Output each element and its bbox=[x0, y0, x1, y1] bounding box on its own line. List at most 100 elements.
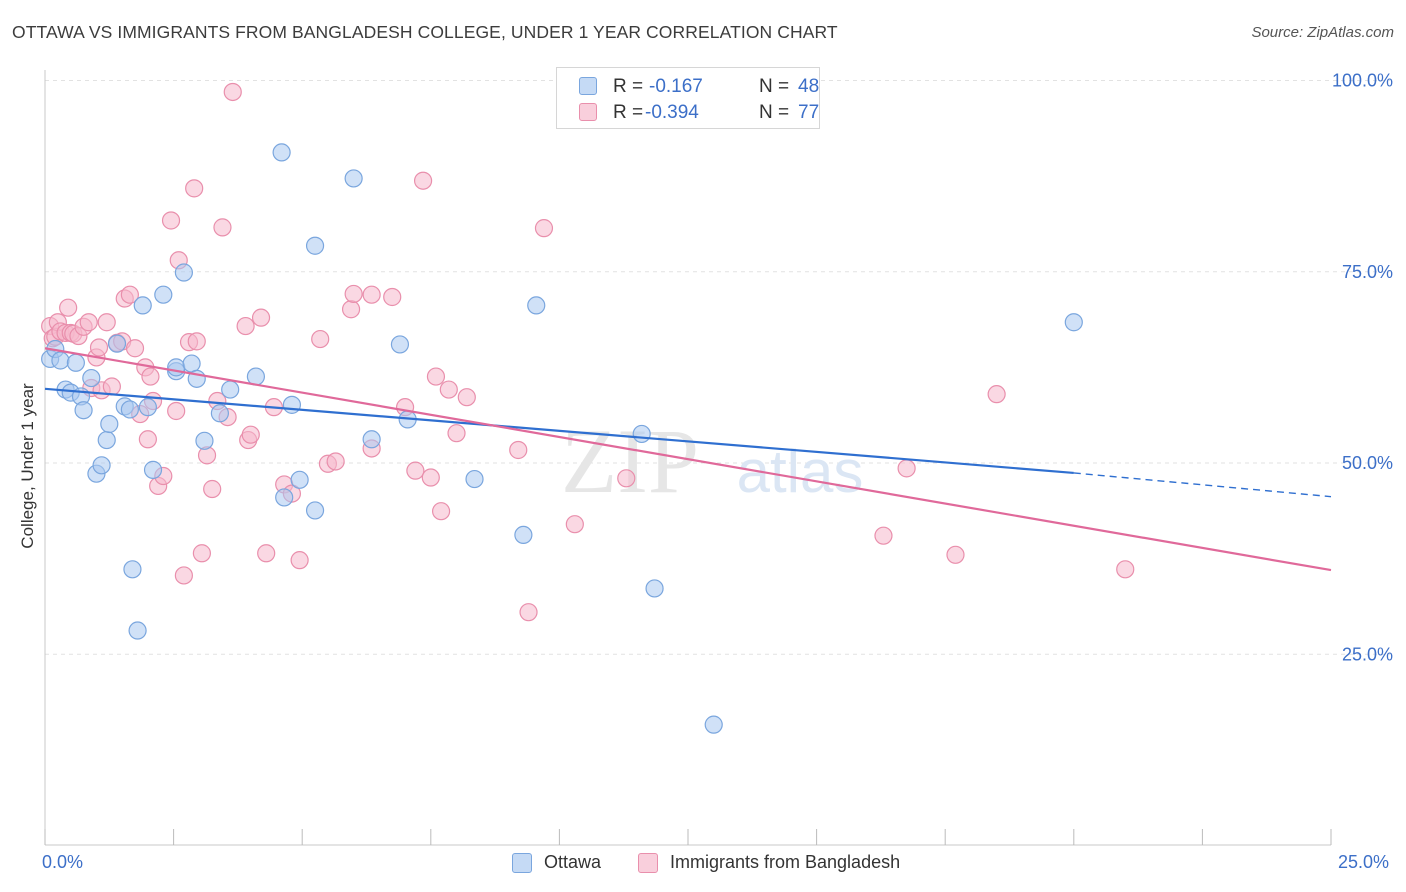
bangladesh-point bbox=[326, 452, 345, 471]
ottawa-point bbox=[182, 354, 201, 373]
ottawa-point bbox=[51, 351, 70, 370]
bangladesh-point bbox=[241, 425, 260, 444]
stats-legend: R = -0.167 N = 48 R = -0.394 N = 77 bbox=[556, 67, 820, 129]
ottawa-point bbox=[167, 358, 186, 377]
y-tick-label: 100.0% bbox=[1332, 71, 1393, 91]
n-label: N = bbox=[759, 76, 790, 97]
bangladesh-point bbox=[187, 332, 206, 351]
gridlines bbox=[45, 80, 1390, 655]
ottawa-point bbox=[138, 398, 157, 417]
trend-lines bbox=[44, 347, 1332, 572]
legend-label-bangladesh: Immigrants from Bangladesh bbox=[670, 852, 901, 872]
bangladesh-point bbox=[509, 440, 528, 460]
bangladesh-point bbox=[192, 544, 211, 563]
ottawa-legend-swatch bbox=[512, 853, 532, 873]
watermark-zip: ZIP bbox=[561, 410, 699, 512]
bangladesh-point bbox=[344, 284, 363, 304]
bangladesh-point bbox=[79, 313, 98, 332]
bangladesh-point bbox=[167, 401, 186, 421]
n-value: 48 bbox=[798, 76, 820, 97]
ottawa-point bbox=[1064, 313, 1083, 332]
y-tick-label: 25.0% bbox=[1342, 644, 1393, 664]
bangladesh-point bbox=[290, 551, 309, 570]
bangladesh-point bbox=[874, 526, 893, 545]
chart-title: OTTAWA VS IMMIGRANTS FROM BANGLADESH COL… bbox=[12, 22, 838, 42]
bangladesh-trend-line bbox=[44, 347, 1332, 572]
legend-label-ottawa: Ottawa bbox=[544, 852, 602, 872]
bangladesh-point bbox=[897, 459, 916, 478]
bangladesh-point bbox=[431, 502, 451, 521]
ottawa-point bbox=[527, 296, 546, 315]
ottawa-point bbox=[272, 143, 291, 162]
bangladesh-point bbox=[413, 171, 433, 190]
bangladesh-point bbox=[421, 468, 440, 487]
bangladesh-point bbox=[406, 461, 425, 480]
r-value: -0.394 bbox=[645, 102, 699, 123]
bangladesh-point bbox=[534, 219, 554, 238]
bangladesh-point bbox=[987, 385, 1006, 404]
bangladesh-point bbox=[97, 313, 116, 332]
ottawa-point bbox=[344, 169, 363, 188]
ottawa-point bbox=[174, 263, 193, 282]
ottawa-point bbox=[305, 236, 325, 255]
ottawa-point bbox=[275, 488, 294, 507]
ottawa-point bbox=[154, 285, 173, 304]
bangladesh-point bbox=[203, 479, 222, 499]
ottawa-point bbox=[66, 353, 85, 372]
ottawa-trend-extension bbox=[1073, 472, 1332, 498]
ottawa-point bbox=[305, 501, 325, 520]
y-axis-label: College, Under 1 year bbox=[18, 383, 37, 549]
bangladesh-point bbox=[1116, 560, 1135, 579]
ottawa-point bbox=[221, 380, 240, 399]
y-tick-label: 50.0% bbox=[1342, 453, 1393, 473]
source-credit: Source: ZipAtlas.com bbox=[1251, 24, 1394, 41]
ottawa-point bbox=[123, 560, 142, 579]
bangladesh-point bbox=[519, 603, 538, 622]
ottawa-point bbox=[82, 368, 101, 388]
x-tick-label-max: 25.0% bbox=[1338, 852, 1390, 872]
ottawa-point bbox=[282, 395, 302, 414]
bangladesh-point bbox=[236, 316, 255, 336]
ottawa-point bbox=[128, 621, 147, 640]
bangladesh-swatch bbox=[579, 103, 597, 121]
n-value: 77 bbox=[798, 102, 820, 123]
y-tick-label: 75.0% bbox=[1342, 262, 1393, 282]
bangladesh-point bbox=[174, 566, 193, 585]
bangladesh-point bbox=[457, 388, 476, 407]
bangladesh-point bbox=[125, 339, 145, 358]
ottawa-point bbox=[290, 470, 309, 489]
watermark: ZIP atlas bbox=[561, 410, 863, 512]
ottawa-trend-line bbox=[44, 387, 1074, 475]
ottawa-point bbox=[100, 414, 119, 434]
bangladesh-point bbox=[617, 469, 636, 488]
ottawa-point bbox=[107, 334, 127, 353]
bangladesh-point bbox=[426, 367, 446, 386]
bangladesh-point bbox=[257, 544, 276, 563]
bangladesh-point bbox=[341, 300, 361, 319]
bangladesh-point bbox=[138, 430, 157, 449]
ottawa-point bbox=[92, 456, 111, 475]
y-tick-labels: 25.0% 50.0% 75.0% 100.0% bbox=[1332, 71, 1393, 665]
ottawa-point bbox=[97, 430, 116, 450]
bangladesh-point bbox=[213, 218, 232, 237]
ottawa-point bbox=[74, 401, 93, 420]
bangladesh-point bbox=[362, 285, 381, 304]
r-label: R = bbox=[613, 76, 644, 97]
ottawa-point bbox=[362, 430, 381, 449]
bangladesh-point bbox=[185, 179, 204, 198]
bangladesh-point bbox=[89, 338, 109, 357]
ottawa-point bbox=[390, 335, 410, 354]
axes bbox=[44, 70, 1332, 846]
ottawa-point bbox=[704, 715, 723, 734]
ottawa-point bbox=[133, 296, 152, 315]
ottawa-point bbox=[645, 579, 664, 598]
ottawa-point bbox=[465, 469, 484, 489]
ottawa-point bbox=[514, 525, 533, 545]
bangladesh-point bbox=[59, 298, 78, 317]
bangladesh-point bbox=[447, 424, 466, 443]
r-value: -0.167 bbox=[649, 76, 703, 97]
x-tick-label-min: 0.0% bbox=[42, 852, 84, 872]
ottawa-point bbox=[632, 424, 651, 444]
ottawa-point bbox=[195, 431, 214, 450]
bangladesh-point bbox=[141, 367, 160, 386]
